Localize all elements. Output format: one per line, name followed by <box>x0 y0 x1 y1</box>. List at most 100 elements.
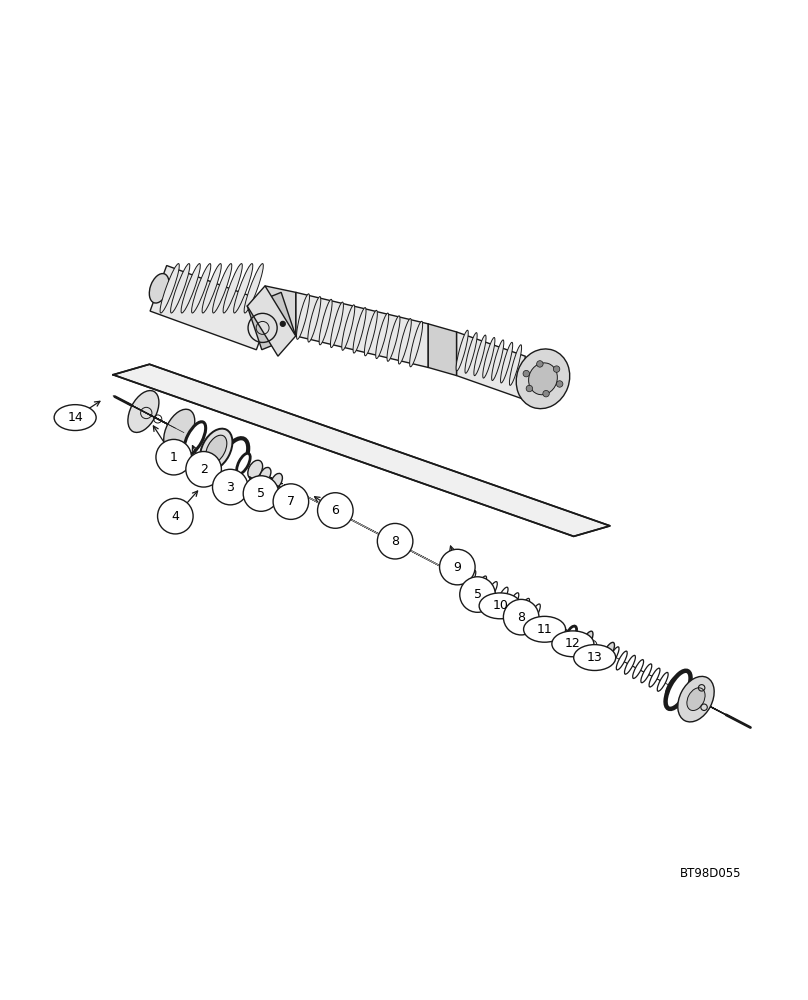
Ellipse shape <box>387 316 400 361</box>
Circle shape <box>526 385 532 392</box>
Ellipse shape <box>666 671 691 709</box>
Polygon shape <box>150 266 273 350</box>
Polygon shape <box>284 485 470 581</box>
Ellipse shape <box>566 626 577 642</box>
Ellipse shape <box>376 313 389 359</box>
Circle shape <box>213 469 248 505</box>
Ellipse shape <box>342 305 355 350</box>
Ellipse shape <box>149 274 169 303</box>
Ellipse shape <box>465 333 478 373</box>
Ellipse shape <box>205 435 227 464</box>
Ellipse shape <box>641 664 652 683</box>
Ellipse shape <box>601 642 614 664</box>
Ellipse shape <box>625 655 635 674</box>
Ellipse shape <box>181 264 200 313</box>
Ellipse shape <box>364 310 377 356</box>
Polygon shape <box>457 332 525 400</box>
Ellipse shape <box>160 264 179 313</box>
Ellipse shape <box>579 631 593 653</box>
Ellipse shape <box>552 631 594 657</box>
Circle shape <box>503 599 539 635</box>
Ellipse shape <box>617 651 627 670</box>
Ellipse shape <box>220 438 248 479</box>
Ellipse shape <box>633 660 644 678</box>
Circle shape <box>280 321 285 326</box>
Ellipse shape <box>308 297 321 342</box>
Circle shape <box>243 476 279 511</box>
Text: 1: 1 <box>170 451 178 464</box>
Circle shape <box>557 381 563 387</box>
Ellipse shape <box>463 570 476 592</box>
Text: 7: 7 <box>287 495 295 508</box>
Ellipse shape <box>398 319 411 364</box>
Ellipse shape <box>528 608 537 619</box>
Polygon shape <box>113 364 610 536</box>
Ellipse shape <box>297 294 309 339</box>
Ellipse shape <box>202 264 221 313</box>
Circle shape <box>553 366 560 372</box>
Ellipse shape <box>479 593 521 619</box>
Text: 3: 3 <box>226 481 234 494</box>
Text: 11: 11 <box>537 623 553 636</box>
Ellipse shape <box>330 302 343 348</box>
Text: 5: 5 <box>473 588 482 601</box>
Ellipse shape <box>482 337 495 378</box>
Polygon shape <box>296 292 428 367</box>
Ellipse shape <box>456 330 469 371</box>
Ellipse shape <box>237 453 250 474</box>
Ellipse shape <box>213 264 232 313</box>
Ellipse shape <box>608 647 619 666</box>
Circle shape <box>318 493 353 528</box>
Ellipse shape <box>223 264 242 313</box>
Circle shape <box>156 439 191 475</box>
Text: BT98D055: BT98D055 <box>680 867 742 880</box>
Ellipse shape <box>170 264 190 313</box>
Ellipse shape <box>507 593 519 614</box>
Ellipse shape <box>474 576 486 598</box>
Ellipse shape <box>244 264 263 313</box>
Ellipse shape <box>319 299 332 345</box>
Ellipse shape <box>528 604 541 626</box>
Polygon shape <box>579 638 616 657</box>
Text: 10: 10 <box>492 599 508 612</box>
Ellipse shape <box>485 582 497 603</box>
Ellipse shape <box>461 573 470 585</box>
Circle shape <box>377 523 413 559</box>
Ellipse shape <box>164 409 195 451</box>
Text: 4: 4 <box>171 510 179 523</box>
Text: 14: 14 <box>67 411 83 424</box>
Polygon shape <box>128 403 196 439</box>
Ellipse shape <box>191 264 211 313</box>
Ellipse shape <box>666 677 676 696</box>
Circle shape <box>523 370 529 377</box>
Ellipse shape <box>184 422 206 455</box>
Circle shape <box>537 361 543 367</box>
Polygon shape <box>259 472 283 484</box>
Text: 9: 9 <box>453 561 461 574</box>
Text: 8: 8 <box>517 611 525 624</box>
Ellipse shape <box>353 308 366 353</box>
Circle shape <box>158 498 193 534</box>
Ellipse shape <box>500 342 513 383</box>
Polygon shape <box>428 324 457 376</box>
Ellipse shape <box>451 565 462 584</box>
Ellipse shape <box>259 467 271 482</box>
Ellipse shape <box>473 335 486 376</box>
Text: 5: 5 <box>257 487 265 500</box>
Ellipse shape <box>234 264 253 313</box>
Ellipse shape <box>528 363 558 395</box>
Ellipse shape <box>410 321 423 367</box>
Circle shape <box>543 390 549 397</box>
Polygon shape <box>675 688 734 719</box>
Text: 6: 6 <box>331 504 339 517</box>
Text: 13: 13 <box>587 651 603 664</box>
Ellipse shape <box>200 429 233 470</box>
Ellipse shape <box>649 668 660 687</box>
Polygon shape <box>450 571 477 585</box>
Ellipse shape <box>491 340 504 381</box>
Ellipse shape <box>509 345 522 385</box>
Ellipse shape <box>248 460 263 479</box>
Polygon shape <box>247 286 296 356</box>
Text: 8: 8 <box>391 535 399 548</box>
Ellipse shape <box>128 391 159 432</box>
